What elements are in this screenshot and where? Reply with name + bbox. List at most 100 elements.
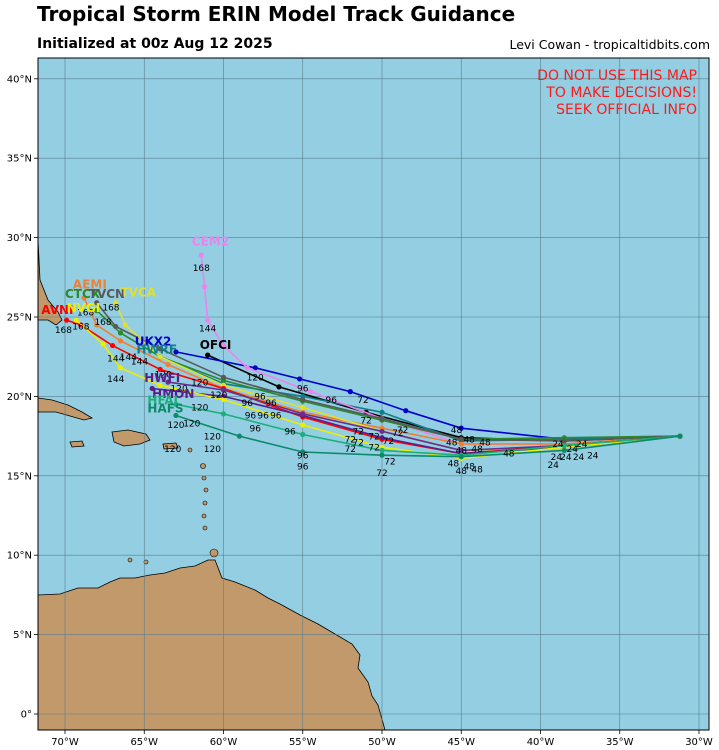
forecast-hour-label: 96 [297, 385, 309, 395]
lon-label: 60°W [210, 737, 238, 748]
track-point-ukx2 [252, 365, 258, 371]
forecast-hour-label: 120 [183, 420, 200, 430]
forecast-hour-label: 72 [360, 416, 371, 426]
track-point-tvca [113, 300, 119, 306]
track-point-ukx2 [403, 408, 409, 414]
track-point-ukx2 [458, 425, 464, 431]
forecast-hour-label: 24 [547, 461, 559, 471]
lat-label: 0° [21, 710, 32, 721]
track-point-tvcn [379, 416, 385, 422]
track-point-aemi [165, 362, 171, 368]
track-point-hafs [379, 452, 385, 458]
forecast-hour-label: 48 [471, 466, 483, 476]
model-label-hwrf: HWRF [136, 343, 177, 357]
track-point-avni [157, 366, 163, 373]
init-time: Initialized at 00z Aug 12 2025 [37, 36, 273, 52]
track-point-hwfi [220, 387, 227, 393]
jamaica-land [69, 440, 85, 448]
track-point-tvcn [220, 374, 227, 380]
track-point-ofci [205, 352, 211, 358]
lon-label: 40°W [527, 737, 555, 748]
track-point-tvcn [113, 323, 119, 330]
forecast-hour-label: 144 [120, 353, 137, 363]
model-label-aemi: AEMI [73, 277, 107, 291]
track-point-ukx2 [296, 376, 303, 382]
lat-label: 35°N [7, 154, 32, 165]
forecast-hour-label: 120 [164, 445, 181, 455]
forecast-hour-label: 48 [446, 439, 458, 449]
track-point-hfai [220, 411, 227, 417]
land-layer [38, 239, 386, 730]
track-point-aemi [458, 441, 464, 447]
forecast-hour-label: 24 [576, 440, 588, 450]
lon-label: 70°W [51, 737, 79, 748]
model-label-ofci: OFCI [200, 338, 232, 352]
track-point-tvcn [300, 396, 306, 403]
track-point-hfai [561, 443, 567, 449]
model-label-hafs: HAFS [147, 401, 183, 415]
forecast-hour-label: 24 [551, 453, 563, 463]
forecast-hour-label: 168 [193, 264, 210, 274]
track-point-hfai [379, 447, 385, 453]
forecast-hour-label: 144 [107, 354, 124, 364]
track-point-ctcx [117, 330, 124, 336]
forecast-hour-label: 120 [204, 445, 221, 455]
forecast-hour-label: 96 [245, 412, 257, 422]
model-label-tvcn: TVCN [89, 287, 125, 301]
track-point-nvgi [300, 422, 306, 428]
forecast-hour-label: 168 [77, 308, 94, 318]
forecast-hour-label: 120 [167, 421, 184, 431]
track-point-tvcn [561, 438, 567, 444]
forecast-hour-labels: 1681441201201201201201201201201201201201… [55, 264, 599, 479]
model-label-nvgi: NVGI [67, 301, 101, 315]
forecast-hour-label: 120 [191, 378, 208, 388]
forecast-hour-label: 96 [270, 412, 282, 422]
forecast-hour-label: 48 [463, 462, 475, 472]
track-point-aemi [81, 295, 87, 301]
track-point-ukx2 [347, 389, 353, 395]
lat-label: 5°N [13, 630, 32, 641]
lon-label: 65°W [130, 737, 158, 748]
forecast-hour-label: 120 [247, 374, 264, 384]
forecast-hour-label: 96 [297, 451, 309, 461]
forecast-hour-label: 144 [131, 358, 148, 368]
track-point-cem2 [198, 252, 204, 258]
model-label-tvca: TVCA [120, 285, 156, 299]
track-point-cem2 [220, 342, 227, 349]
forecast-hour-label: 96 [284, 428, 296, 438]
track-point-hwfi [379, 428, 385, 434]
track-point-hafs [458, 454, 464, 460]
forecast-hour-label: 120 [191, 404, 208, 414]
forecast-hour-label: 96 [257, 412, 269, 422]
forecast-hour-label: 48 [479, 439, 491, 449]
forecast-hour-label: 48 [448, 459, 460, 469]
track-point-avni [109, 342, 116, 349]
warning-line: SEEK OFFICIAL INFO [556, 102, 697, 118]
track-point-nvgi [220, 396, 227, 403]
warning-line: TO MAKE DECISIONS! [545, 85, 697, 101]
forecast-hour-label: 72 [352, 428, 363, 438]
track-point-hafs [173, 412, 179, 419]
forecast-hour-label: 72 [368, 443, 379, 453]
track-point-hwfi [300, 411, 306, 417]
track-point-tvca [157, 354, 163, 360]
forecast-hour-label: 24 [560, 453, 572, 463]
forecast-hour-label: 48 [456, 467, 468, 477]
track-point-cem2 [244, 365, 250, 371]
us-land [38, 239, 63, 326]
lat-label: 10°N [7, 551, 32, 562]
model-label-ctcx: CTCX [65, 287, 101, 301]
forecast-hour-label: 96 [249, 424, 261, 434]
model-label-hfai: HFAI [147, 393, 178, 407]
lon-label: 55°W [289, 737, 317, 748]
forecast-hour-label: 72 [383, 437, 394, 447]
forecast-hour-label: 96 [265, 399, 277, 409]
track-point-ukx2 [173, 349, 179, 355]
forecast-hour-label: 72 [376, 469, 387, 479]
track-point-nvgi [117, 365, 124, 371]
track-point-cem2 [201, 284, 208, 290]
lat-label: 25°N [7, 313, 32, 324]
